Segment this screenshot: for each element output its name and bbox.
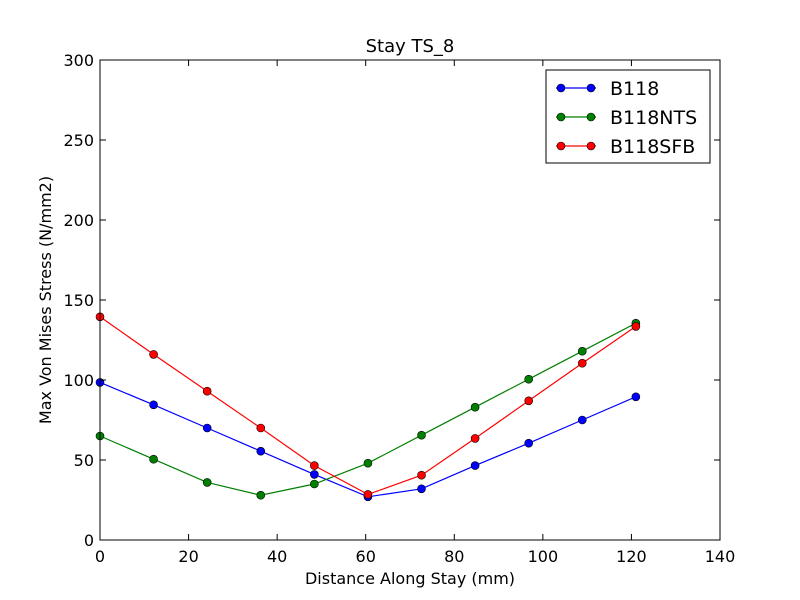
legend-label: B118SFB bbox=[610, 136, 695, 158]
x-tick-label: 140 bbox=[705, 547, 736, 566]
data-point bbox=[202, 423, 212, 433]
x-axis: 0 20 40 60 80 100 120 140 bbox=[95, 60, 735, 566]
data-point bbox=[256, 490, 266, 500]
legend-marker bbox=[556, 112, 566, 122]
data-point bbox=[417, 484, 426, 494]
data-point bbox=[577, 346, 587, 356]
chart-title: Stay TS_8 bbox=[366, 36, 455, 57]
data-point bbox=[256, 423, 266, 433]
legend-marker bbox=[586, 112, 596, 122]
y-tick-label: 300 bbox=[63, 51, 94, 70]
data-point bbox=[202, 386, 212, 396]
data-point bbox=[202, 478, 212, 487]
data-point bbox=[577, 358, 587, 368]
y-tick-label: 0 bbox=[84, 531, 94, 550]
data-point bbox=[363, 490, 373, 499]
legend-entry: B118 bbox=[556, 78, 659, 100]
y-axis-label: Max Von Mises Stress (N/mm2) bbox=[36, 176, 55, 424]
legend-label: B118NTS bbox=[610, 107, 697, 129]
data-point bbox=[149, 400, 158, 410]
legend-label: B118 bbox=[610, 78, 659, 100]
data-point bbox=[149, 454, 158, 464]
legend-marker bbox=[556, 141, 566, 151]
x-tick-label: 60 bbox=[356, 547, 376, 566]
legend-marker bbox=[586, 83, 596, 93]
series-b118 bbox=[95, 378, 641, 502]
data-point bbox=[256, 446, 266, 456]
y-tick-label: 200 bbox=[63, 211, 94, 230]
x-tick-label: 120 bbox=[616, 547, 647, 566]
data-point bbox=[524, 374, 533, 384]
plot-area bbox=[95, 312, 641, 502]
data-point bbox=[310, 470, 319, 479]
x-tick-label: 80 bbox=[444, 547, 464, 566]
legend: B118 B118NTS B118SFB bbox=[545, 69, 711, 164]
y-axis: 0 50 100 150 200 250 300 bbox=[63, 51, 720, 550]
data-point bbox=[149, 350, 158, 359]
data-point bbox=[417, 470, 426, 480]
y-tick-label: 150 bbox=[63, 291, 94, 310]
legend-entry: B118NTS bbox=[556, 107, 697, 129]
legend-entry: B118SFB bbox=[556, 136, 695, 158]
y-tick-label: 250 bbox=[63, 131, 94, 150]
data-point bbox=[470, 461, 480, 470]
y-tick-label: 100 bbox=[63, 371, 94, 390]
data-point bbox=[631, 322, 641, 331]
x-tick-label: 0 bbox=[95, 547, 105, 566]
data-point bbox=[310, 461, 319, 470]
data-point bbox=[470, 434, 480, 443]
data-point bbox=[524, 438, 533, 448]
data-point bbox=[631, 392, 641, 402]
data-point bbox=[310, 479, 319, 489]
y-tick-label: 50 bbox=[74, 451, 94, 470]
legend-marker bbox=[556, 83, 566, 93]
data-point bbox=[363, 458, 373, 468]
x-tick-label: 40 bbox=[267, 547, 287, 566]
data-point bbox=[470, 402, 480, 412]
data-point bbox=[577, 415, 587, 425]
data-point bbox=[524, 396, 533, 406]
x-tick-label: 100 bbox=[528, 547, 559, 566]
data-point bbox=[417, 430, 426, 440]
x-axis-label: Distance Along Stay (mm) bbox=[305, 569, 515, 588]
legend-marker bbox=[586, 141, 596, 151]
x-tick-label: 20 bbox=[178, 547, 198, 566]
